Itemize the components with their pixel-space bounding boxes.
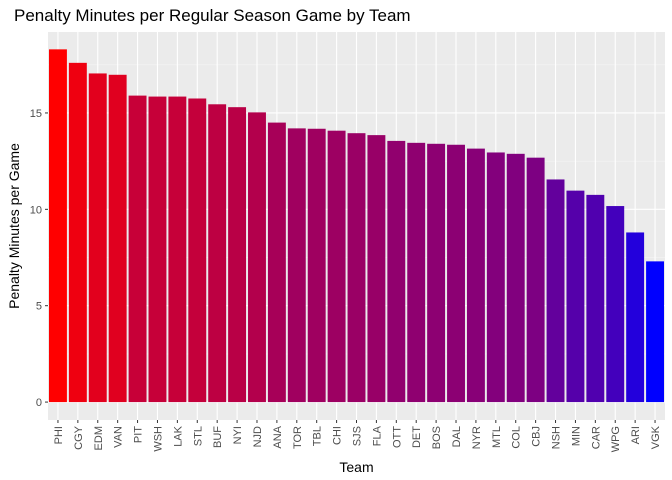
bar-mtl <box>486 152 505 403</box>
bar-car <box>586 194 605 403</box>
bar-pit <box>128 95 147 403</box>
x-tick-label: BUF <box>212 426 224 448</box>
y-tick-label: 10 <box>30 204 42 216</box>
x-tick-label: TOR <box>292 426 304 449</box>
x-tick-label: VAN <box>113 426 125 448</box>
y-axis: 0 5 10 15 <box>30 108 48 409</box>
x-tick-label: LAK <box>172 425 184 446</box>
x-tick-label: PHI <box>53 426 65 444</box>
x-tick-label: EDM <box>93 426 105 450</box>
x-tick-label: CAR <box>590 426 602 449</box>
x-tick-label: MIN <box>570 426 582 446</box>
x-tick-label: PIT <box>133 426 145 443</box>
x-tick-label: DET <box>411 426 423 448</box>
x-tick-label: SJS <box>352 426 364 446</box>
bar-dal <box>447 144 465 403</box>
bar-fla <box>367 135 386 403</box>
x-tick-label: ARI <box>630 426 642 444</box>
x-tick-label: ANA <box>272 425 284 448</box>
x-tick-label: VGK <box>650 425 662 449</box>
bars <box>48 49 665 403</box>
bar-tbl <box>307 128 326 403</box>
x-tick-label: WPG <box>610 426 622 452</box>
x-tick-label: COL <box>511 426 523 449</box>
bar-nyi <box>228 107 247 403</box>
bar-ari <box>626 232 645 403</box>
x-tick-label: NSH <box>551 426 563 449</box>
x-tick-label: CHI <box>332 426 344 445</box>
x-tick-label: BOS <box>431 426 443 449</box>
x-tick-label: TBL <box>312 426 324 446</box>
bar-stl <box>188 98 207 403</box>
y-tick-label: 15 <box>30 108 42 120</box>
bar-njd <box>248 112 266 403</box>
bar-min <box>566 190 585 403</box>
x-tick-label: CBJ <box>531 426 543 447</box>
bar-bos <box>427 143 446 403</box>
x-tick-label: NYR <box>471 426 483 449</box>
x-axis-title: Team <box>339 459 373 475</box>
x-tick-label: DAL <box>451 426 463 447</box>
bar-sjs <box>347 133 366 403</box>
x-tick-label: STL <box>192 426 204 446</box>
x-tick-label: NYI <box>232 426 244 444</box>
bar-ott <box>387 140 406 403</box>
chart-title: Penalty Minutes per Regular Season Game … <box>14 6 411 25</box>
bar-wpg <box>606 206 625 403</box>
bar-cgy <box>68 62 87 403</box>
bar-vgk <box>646 261 665 403</box>
x-axis: PHI CGY EDM VAN PIT WSH LAK STL BUF NYI NJD ANA TOR T… <box>53 420 662 452</box>
bar-det <box>407 142 426 403</box>
bar-nyr <box>466 148 485 403</box>
bar-tor <box>287 128 306 403</box>
x-tick-label: FLA <box>371 425 383 446</box>
bar-col <box>506 153 525 403</box>
bar-nsh <box>546 179 565 403</box>
bar-wsh <box>148 96 167 403</box>
bar-van <box>108 74 127 403</box>
bar-buf <box>208 104 227 403</box>
y-tick-label: 0 <box>36 397 42 409</box>
bar-phi <box>48 49 67 403</box>
x-tick-label: MTL <box>491 426 503 448</box>
bar-ana <box>267 122 286 403</box>
y-axis-title: Penalty Minutes per Game <box>6 143 22 309</box>
bar-cbj <box>526 157 545 403</box>
bar-chi <box>327 130 346 403</box>
bar-lak <box>168 96 187 403</box>
x-tick-label: NJD <box>252 426 264 447</box>
x-tick-label: WSH <box>152 426 164 452</box>
x-tick-label: CGY <box>73 425 85 450</box>
bar-edm <box>88 73 107 403</box>
y-tick-label: 5 <box>36 301 42 313</box>
x-tick-label: OTT <box>391 426 403 448</box>
